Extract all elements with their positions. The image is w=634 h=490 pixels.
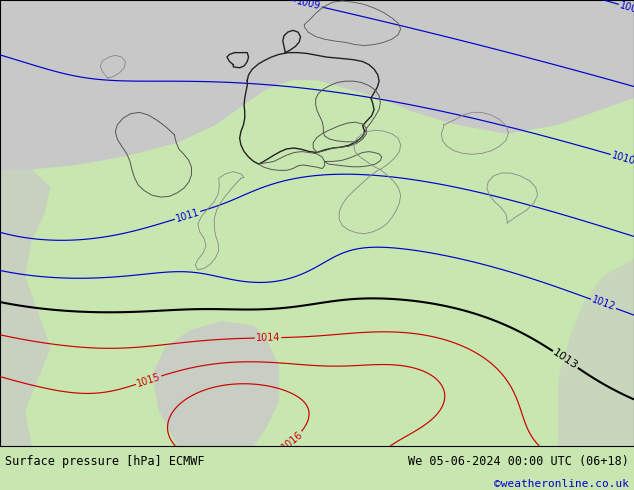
Text: 1016: 1016: [280, 429, 304, 452]
Text: 1009: 1009: [295, 0, 322, 12]
Polygon shape: [0, 156, 51, 446]
Text: Surface pressure [hPa] ECMWF: Surface pressure [hPa] ECMWF: [5, 455, 205, 468]
Text: ©weatheronline.co.uk: ©weatheronline.co.uk: [494, 479, 629, 489]
Text: 1014: 1014: [256, 333, 280, 343]
Text: 1008: 1008: [618, 0, 634, 16]
Polygon shape: [152, 321, 279, 446]
Text: We 05-06-2024 00:00 UTC (06+18): We 05-06-2024 00:00 UTC (06+18): [408, 455, 629, 468]
Polygon shape: [558, 259, 634, 446]
Text: 1015: 1015: [136, 371, 162, 389]
Text: 1012: 1012: [590, 295, 617, 313]
Text: 1013: 1013: [551, 347, 580, 371]
Text: 1011: 1011: [174, 207, 201, 224]
Text: 1010: 1010: [611, 150, 634, 167]
Polygon shape: [0, 0, 634, 170]
